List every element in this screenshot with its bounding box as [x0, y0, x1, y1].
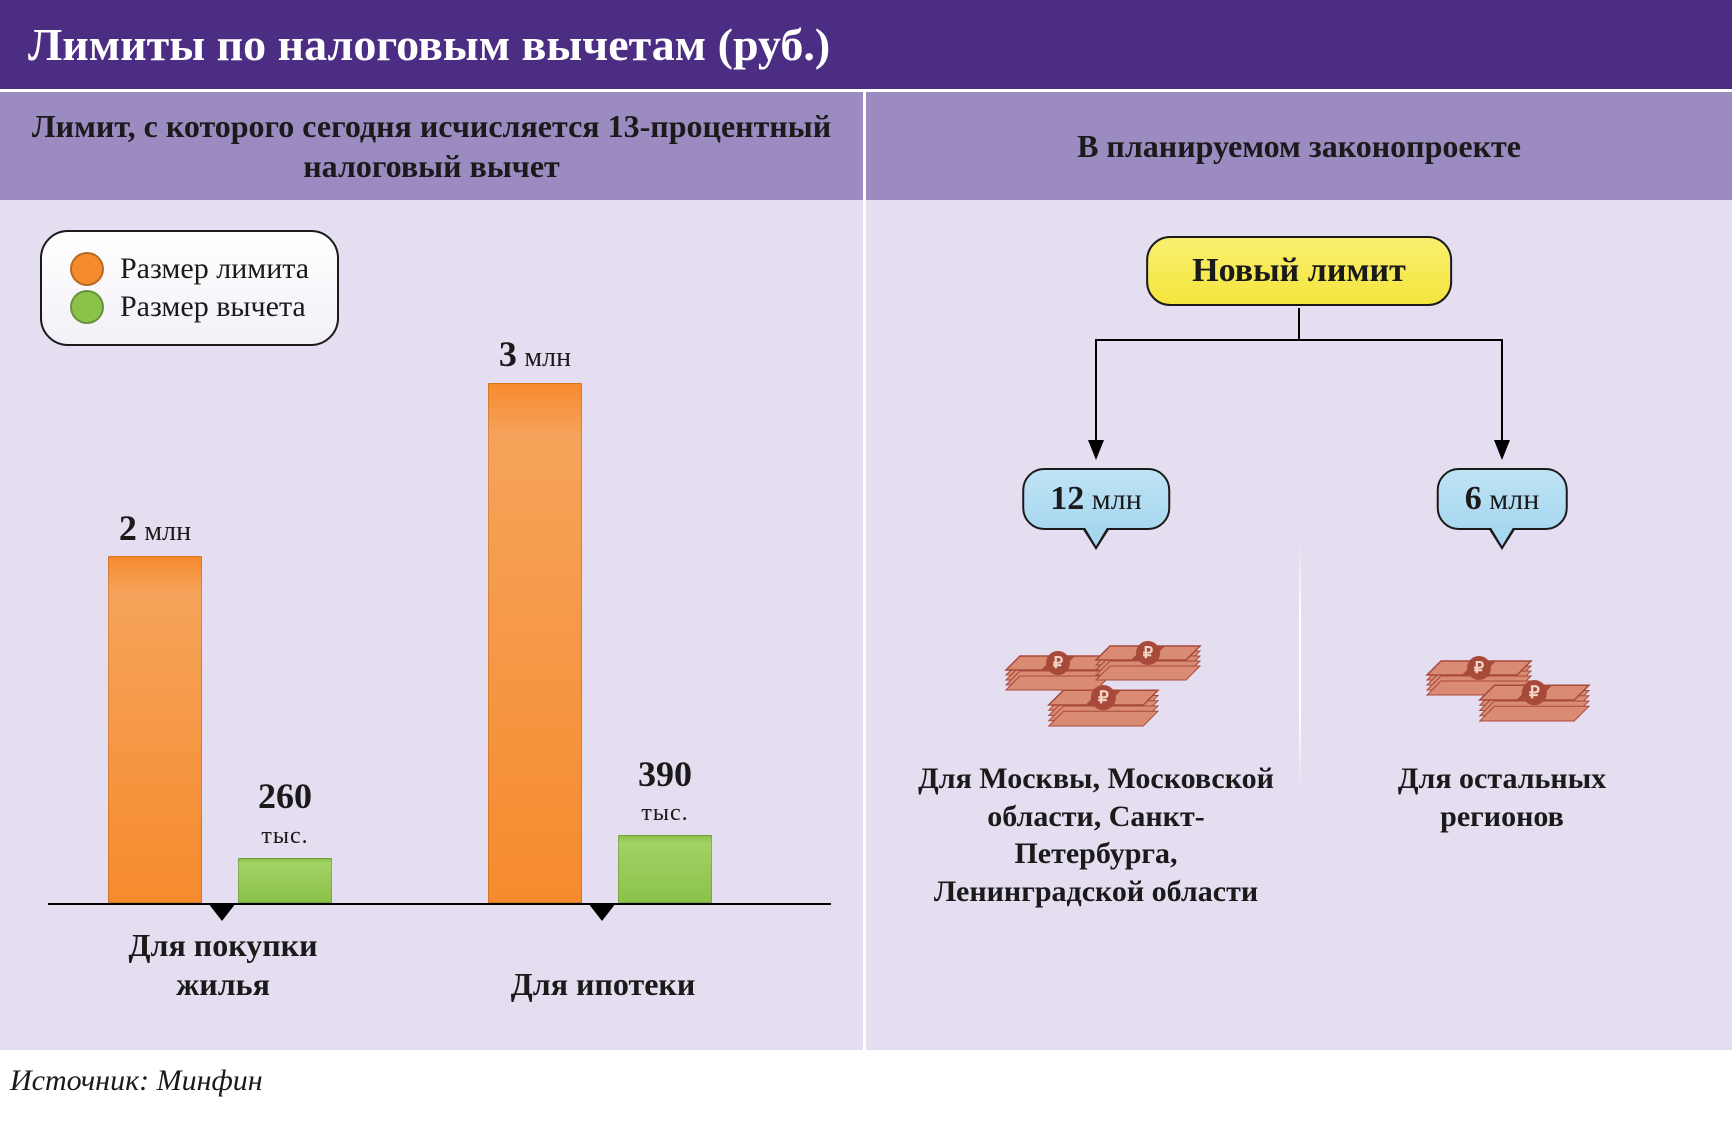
- bar-label-limit: 2 млн: [85, 509, 225, 549]
- bar-label-deduction: 390тыс.: [595, 755, 735, 828]
- legend-item-deduction: Размер вычета: [70, 290, 309, 324]
- vertical-divider: [1299, 540, 1301, 790]
- bar-label-deduction: 260тыс.: [215, 777, 355, 850]
- bar-chart: 2 млн260тыс.Для покупки жилья3 млн390тыс…: [48, 365, 831, 905]
- svg-text:₽: ₽: [1529, 683, 1540, 702]
- bar-deduction: [238, 858, 332, 903]
- panels: Размер лимита Размер вычета 2 млн 260тыс.…: [0, 200, 1732, 1050]
- money-stack-icon: ₽ ₽ ₽: [956, 560, 1236, 740]
- page-title: Лимиты по налоговым вычетам (руб.): [0, 0, 1732, 89]
- legend-dot-deduction: [70, 290, 104, 324]
- region-label: Для остальных регионов: [1352, 760, 1652, 835]
- svg-text:₽: ₽: [1053, 655, 1063, 672]
- bar-limit: [108, 556, 202, 903]
- svg-text:₽: ₽: [1143, 645, 1153, 662]
- source-text: Источник: Минфин: [0, 1050, 1732, 1098]
- bar-label-limit: 3 млн: [465, 335, 605, 375]
- limit-bubble: 12 млн: [1022, 468, 1170, 530]
- axis-marker-icon: [208, 903, 236, 921]
- money-stack: ₽ ₽ ₽: [956, 560, 1236, 745]
- category-label: Для покупки жилья: [93, 926, 353, 1003]
- money-stack-icon: ₽₽: [1402, 560, 1602, 740]
- subheader-row: Лимит, с которого сегодня исчисляется 13…: [0, 89, 1732, 200]
- legend: Размер лимита Размер вычета: [40, 230, 339, 346]
- legend-dot-limit: [70, 252, 104, 286]
- bar-deduction: [618, 835, 712, 903]
- legend-label-limit: Размер лимита: [120, 252, 309, 286]
- flow-root-node: Новый лимит: [1146, 236, 1452, 306]
- axis-marker-icon: [588, 903, 616, 921]
- subheader-right: В планируемом законопроекте: [866, 92, 1732, 200]
- region-label: Для Москвы, Московской области, Санкт-Пе…: [906, 760, 1286, 910]
- svg-text:₽: ₽: [1098, 688, 1109, 707]
- panel-proposed-limits: Новый лимит 12 млн₽₽₽Для Москвы, Московс…: [866, 200, 1732, 1050]
- bubble-tail-icon: [1488, 528, 1516, 550]
- legend-item-limit: Размер лимита: [70, 252, 309, 286]
- category-label: Для ипотеки: [473, 965, 733, 1003]
- panel-current-limits: Размер лимита Размер вычета 2 млн 260тыс.…: [0, 200, 866, 1050]
- legend-label-deduction: Размер вычета: [120, 290, 306, 324]
- svg-text:₽: ₽: [1474, 660, 1484, 677]
- money-stack: ₽₽: [1402, 560, 1602, 745]
- bar-limit: [488, 383, 582, 903]
- flow-connectors: [866, 308, 1732, 478]
- bubble-tail-icon: [1082, 528, 1110, 550]
- subheader-left: Лимит, с которого сегодня исчисляется 13…: [0, 92, 866, 200]
- limit-bubble: 6 млн: [1437, 468, 1568, 530]
